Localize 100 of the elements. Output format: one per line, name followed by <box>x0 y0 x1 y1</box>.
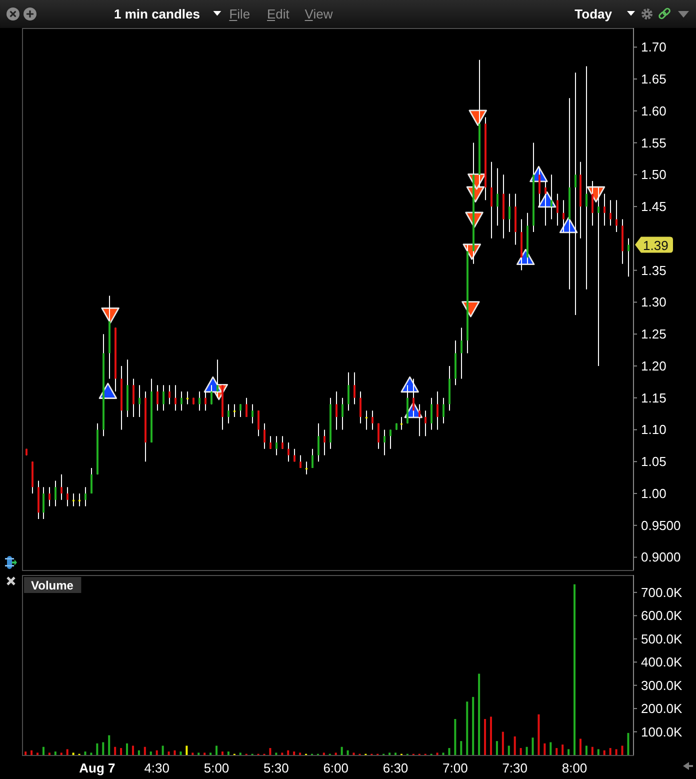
candlestick <box>378 422 380 450</box>
candlestick <box>604 193 606 226</box>
candlestick <box>306 461 308 475</box>
candlestick <box>198 390 200 412</box>
candlestick <box>496 168 498 226</box>
bar <box>287 750 290 755</box>
candlestick <box>586 66 588 290</box>
candlestick <box>544 180 546 226</box>
bar <box>544 743 546 755</box>
candlestick <box>460 327 462 380</box>
candlestick <box>258 410 260 437</box>
bar <box>102 742 104 755</box>
bar <box>227 752 230 755</box>
bar <box>42 746 44 755</box>
x-tick-label: 6:00 <box>323 760 349 776</box>
x-tick-label: 7:00 <box>442 760 468 776</box>
candlestick <box>246 397 248 418</box>
y-tick-label: 1.55 <box>641 135 666 150</box>
bar <box>532 738 534 755</box>
y-tick-label: 1.25 <box>641 326 666 342</box>
x-tick-label: 4:30 <box>144 760 170 776</box>
candlestick <box>490 161 492 239</box>
candlestick <box>186 390 188 405</box>
y-tick-label: 1.65 <box>641 72 666 87</box>
x-tick-label: Aug 7 <box>79 760 116 776</box>
bar <box>454 719 456 755</box>
bar <box>568 749 570 755</box>
candlestick <box>168 384 170 405</box>
candlestick <box>538 168 540 208</box>
bar <box>54 752 56 755</box>
candlestick <box>436 390 438 430</box>
candlestick <box>72 492 74 507</box>
bar <box>162 746 164 755</box>
candlestick <box>354 372 356 405</box>
bar <box>216 746 218 755</box>
candlestick <box>508 193 510 233</box>
y-tick-label: 100.0K <box>641 724 683 740</box>
x-tick-label: 5:30 <box>264 760 289 776</box>
candlestick <box>360 390 362 424</box>
bar <box>550 742 552 755</box>
bar <box>269 748 272 755</box>
bar <box>460 741 462 755</box>
bar <box>508 746 510 755</box>
candlestick <box>162 384 164 412</box>
y-tick-label: 0.9000 <box>641 550 681 565</box>
bar <box>496 741 498 755</box>
bar <box>150 752 152 755</box>
bar <box>478 674 480 755</box>
candlestick <box>336 390 338 430</box>
bar <box>502 732 504 755</box>
candlestick <box>300 454 302 468</box>
bar <box>574 584 576 755</box>
text: Edit <box>267 6 290 22</box>
y-tick-label: 200.0K <box>641 701 683 716</box>
bar <box>180 752 182 755</box>
candlestick <box>412 378 414 418</box>
bar <box>472 696 474 755</box>
bar <box>30 750 33 755</box>
y-tick-label: 1.10 <box>641 422 666 438</box>
candlestick <box>574 72 576 316</box>
bar <box>448 748 450 755</box>
candlestick <box>442 397 444 424</box>
bar <box>490 716 492 755</box>
candlestick <box>372 410 374 430</box>
candlestick <box>138 384 140 418</box>
candlestick <box>180 390 182 412</box>
candlestick <box>324 429 326 456</box>
candlestick <box>628 238 630 278</box>
text: Today <box>574 6 613 22</box>
x-tick-label: 6:30 <box>382 760 408 776</box>
candlestick <box>366 410 368 430</box>
y-tick-label: 700.0K <box>641 584 683 600</box>
bar <box>120 748 122 755</box>
bar <box>597 749 600 755</box>
y-tick-label: 1.50 <box>641 167 666 182</box>
candlestick <box>228 404 230 424</box>
bar <box>514 736 516 755</box>
bar <box>585 746 588 755</box>
candlestick <box>204 390 206 412</box>
candlestick <box>66 486 68 507</box>
candlestick <box>174 384 176 412</box>
candlestick <box>294 448 296 462</box>
candlestick <box>390 429 392 450</box>
y-tick-label: 1.35 <box>641 262 666 278</box>
candlestick <box>424 410 426 437</box>
candlestick <box>616 200 618 233</box>
y-tick-label: 300.0K <box>641 678 683 693</box>
bar <box>609 748 612 755</box>
bar <box>466 702 468 755</box>
candlestick <box>342 397 344 430</box>
bar <box>556 748 558 755</box>
chart-title: 1 min candles <box>114 6 200 22</box>
bar <box>520 748 522 755</box>
x-tick-label: 5:00 <box>204 760 230 776</box>
candlestick <box>240 404 242 418</box>
candlestick <box>276 436 278 456</box>
candlestick <box>312 448 314 468</box>
y-tick-label: 1.20 <box>641 358 666 374</box>
bar <box>221 752 224 755</box>
bar <box>156 750 158 755</box>
